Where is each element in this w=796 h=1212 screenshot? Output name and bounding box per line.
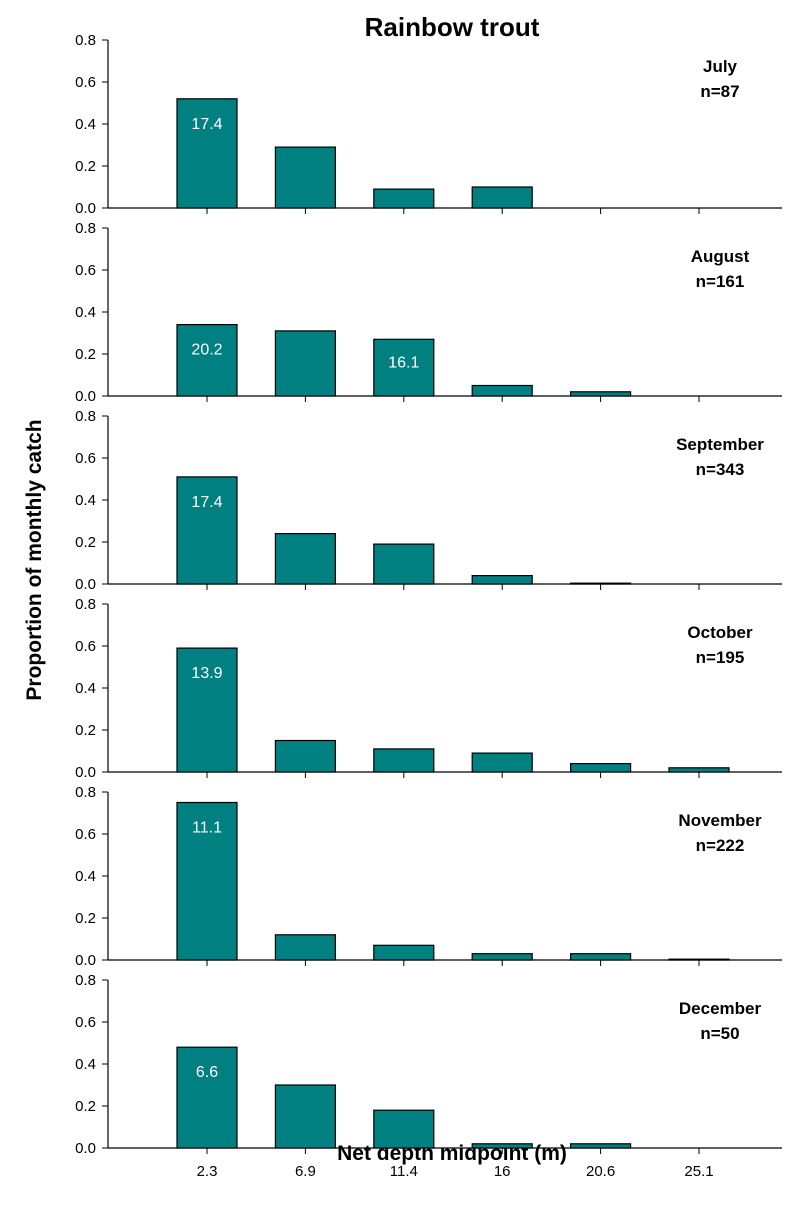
- sample-size-label: n=161: [696, 272, 745, 291]
- x-tick-label: 6.9: [295, 1163, 316, 1180]
- month-label: July: [703, 57, 738, 76]
- bar: [373, 944, 435, 961]
- month-label: December: [679, 999, 762, 1018]
- y-tick-label: 0.6: [75, 826, 96, 843]
- bar-data-label: 11.1: [192, 820, 222, 837]
- y-tick-label: 0.0: [75, 576, 96, 593]
- bar: [176, 647, 238, 773]
- panel-november: 0.0 0.2 0.4 0.6 0.8 11.1 November n=222: [75, 784, 782, 969]
- y-tick-label: 0.0: [75, 1140, 96, 1157]
- y-tick-label: 0.8: [75, 784, 96, 801]
- y-tick-label: 0.2: [75, 722, 96, 739]
- panel-july: 0.0 0.2 0.4 0.6 0.8 17.4 July n=87: [75, 32, 782, 217]
- bar: [569, 391, 632, 397]
- y-tick-label: 0.0: [75, 764, 96, 781]
- month-label: November: [678, 811, 762, 830]
- bar: [373, 338, 435, 397]
- x-tick-label: 25.1: [684, 1163, 713, 1180]
- bar-data-label: 20.2: [191, 342, 222, 359]
- bar: [176, 98, 238, 209]
- bar: [569, 762, 632, 773]
- bar: [569, 582, 632, 585]
- bar: [274, 330, 336, 397]
- x-tick-label: 2.3: [197, 1163, 218, 1180]
- panel-august: 0.0 0.2 0.4 0.6 0.8 20.2 16.1 August n=161: [75, 220, 782, 405]
- bar: [274, 532, 336, 585]
- y-tick-label: 0.6: [75, 638, 96, 655]
- sample-size-label: n=50: [700, 1024, 739, 1043]
- bar: [274, 739, 336, 773]
- bar: [274, 146, 336, 209]
- bar: [471, 186, 533, 209]
- bar: [471, 1143, 533, 1149]
- panel-december: 0.0 0.2 0.4 0.6 0.8 6.6 December n=50: [75, 972, 782, 1157]
- bar: [373, 188, 435, 209]
- bar: [373, 748, 435, 773]
- y-tick-label: 0.2: [75, 910, 96, 927]
- y-tick-label: 0.4: [75, 680, 96, 697]
- y-tick-label: 0.8: [75, 408, 96, 425]
- bar: [569, 1143, 632, 1149]
- sample-size-label: n=195: [696, 648, 745, 667]
- y-tick-label: 0.6: [75, 1014, 96, 1031]
- y-tick-label: 0.6: [75, 74, 96, 91]
- bar: [176, 476, 238, 585]
- y-tick-label: 0.2: [75, 534, 96, 551]
- y-tick-label: 0.4: [75, 868, 96, 885]
- month-label: August: [691, 247, 750, 266]
- y-tick-label: 0.6: [75, 262, 96, 279]
- sample-size-label: n=222: [696, 836, 745, 855]
- sample-size-label: n=87: [700, 82, 739, 101]
- sample-size-label: n=343: [696, 460, 745, 479]
- y-tick-label: 0.2: [75, 1098, 96, 1115]
- bar: [471, 752, 533, 773]
- bar: [274, 934, 336, 961]
- y-tick-label: 0.2: [75, 346, 96, 363]
- bar: [471, 574, 533, 585]
- bar: [176, 801, 238, 961]
- month-label: October: [687, 623, 753, 642]
- bar-data-label: 17.4: [191, 494, 222, 511]
- x-tick-label: 20.6: [586, 1163, 615, 1180]
- y-tick-label: 0.8: [75, 32, 96, 49]
- bar: [176, 324, 238, 397]
- y-tick-label: 0.4: [75, 116, 96, 133]
- bar: [373, 1109, 435, 1149]
- bar-data-label: 13.9: [191, 665, 222, 682]
- bar: [668, 767, 730, 773]
- x-tick-label: 11.4: [390, 1163, 418, 1180]
- y-tick-label: 0.0: [75, 388, 96, 405]
- bar: [668, 958, 730, 961]
- y-tick-label: 0.4: [75, 304, 96, 321]
- panel-october: 0.0 0.2 0.4 0.6 0.8 13.9 October n=195: [75, 596, 782, 781]
- bar: [176, 1046, 238, 1149]
- bar: [471, 384, 533, 397]
- chart-title: Rainbow trout: [365, 12, 540, 42]
- y-tick-label: 0.6: [75, 450, 96, 467]
- y-tick-label: 0.8: [75, 972, 96, 989]
- bar-data-label: 16.1: [388, 354, 419, 371]
- bar: [569, 953, 632, 961]
- y-tick-label: 0.8: [75, 220, 96, 237]
- bar: [471, 953, 533, 961]
- y-axis-label: Proportion of monthly catch: [23, 419, 46, 700]
- y-tick-label: 0.4: [75, 492, 96, 509]
- bar: [373, 543, 435, 585]
- panel-september: 0.0 0.2 0.4 0.6 0.8 17.4 September n=343: [75, 408, 782, 593]
- y-tick-label: 0.0: [75, 200, 96, 217]
- panels-group: 0.00.20.40.60.817.4Julyn=870.00.20.40.60…: [75, 32, 782, 1180]
- y-tick-label: 0.0: [75, 952, 96, 969]
- month-label: September: [676, 435, 764, 454]
- x-tick-label: 16: [494, 1163, 511, 1180]
- bar-data-label: 6.6: [196, 1064, 218, 1081]
- bar: [274, 1084, 336, 1149]
- y-tick-label: 0.4: [75, 1056, 96, 1073]
- y-tick-label: 0.2: [75, 158, 96, 175]
- y-tick-label: 0.8: [75, 596, 96, 613]
- bar-data-label: 17.4: [191, 116, 222, 133]
